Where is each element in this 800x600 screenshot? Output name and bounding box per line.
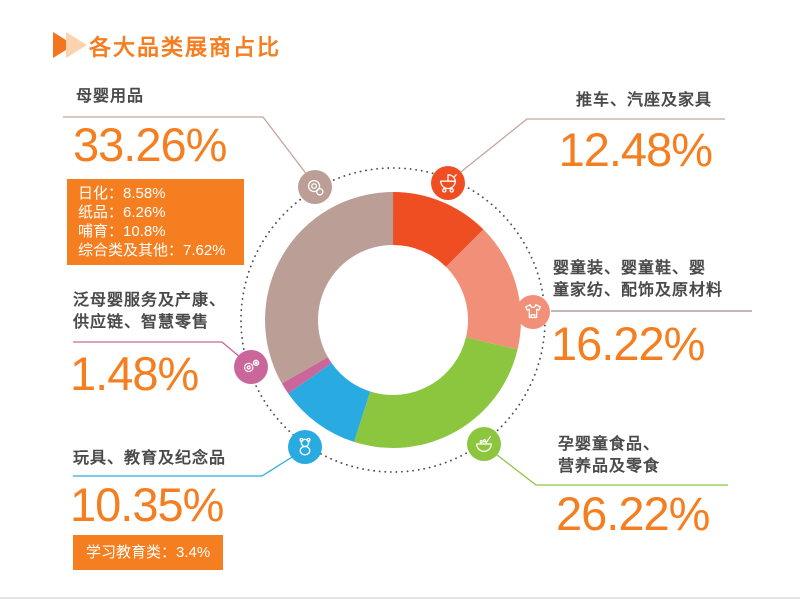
value-stroller-carseat-furniture: 12.48% (558, 123, 713, 176)
breakdown-line-daily-chemicals: 日化：8.58% (78, 185, 166, 202)
connector-food (487, 447, 728, 486)
value-food: 26.22% (556, 487, 710, 540)
connector-maternal-baby-products (63, 116, 312, 181)
breakdown-box-toys: 学习教育类：3.4% (73, 535, 224, 570)
donut-segment-food-nutrition-snacks (354, 337, 518, 448)
value-maternal-baby-products: 33.26% (73, 118, 227, 171)
pacifier-icon (298, 170, 332, 204)
breakdown-line-paper-products: 纸品：6.26% (78, 204, 166, 221)
breakdown-line-comprehensive-other: 综合类及其他：7.62% (78, 242, 226, 259)
label-apparel: 婴童装、婴童鞋、婴 童家纺、配饰及原材料 (553, 258, 723, 302)
label-apparel-line1: 婴童装、婴童鞋、婴 (553, 260, 707, 277)
donut-segment-stroller-carseat-furniture (393, 192, 484, 267)
donut-segment-maternal-baby-products (264, 192, 394, 384)
label-services-line1: 泛母婴服务及产康、 (73, 292, 227, 309)
page-header: 各大品类展商占比 (53, 30, 281, 62)
teddy-bear-icon (288, 430, 322, 464)
connector-toys (73, 451, 301, 477)
label-food-line1: 孕婴童食品、 (558, 436, 661, 453)
value-apparel: 16.22% (551, 317, 705, 370)
breakdown-box-maternal-baby-products: 日化：8.58% 纸品：6.26% 哺育：10.8% 综合类及其他：7.62% (67, 179, 244, 265)
label-food: 孕婴童食品、 营养品及零食 (558, 434, 660, 478)
stroller-icon (431, 166, 465, 200)
page-bottom-edge (0, 597, 800, 599)
label-services: 泛母婴服务及产康、 供应链、智慧零售 (73, 290, 226, 334)
label-stroller-carseat-furniture: 推车、汽座及家具 (575, 92, 712, 109)
label-food-line2: 营养品及零食 (558, 458, 661, 475)
baby-clothes-icon (516, 295, 550, 329)
label-maternal-baby-products: 母婴用品 (76, 88, 145, 105)
label-toys: 玩具、教育及纪念品 (73, 450, 227, 467)
page-title: 各大品类展商占比 (89, 35, 282, 60)
donut-segments (264, 192, 521, 448)
donut-segment-apparel-shoes-textiles-accessories (445, 229, 521, 350)
donut-segment-toys-education-souvenirs (288, 363, 371, 442)
food-bowl-icon (467, 427, 501, 461)
value-services: 1.48% (70, 347, 199, 400)
donut-segment-services-supplychain-smart-retail (281, 357, 332, 394)
breakdown-line-nursing: 哺育：10.8% (78, 223, 166, 240)
value-toys: 10.35% (70, 478, 224, 531)
gears-icon (234, 350, 268, 384)
label-services-line2: 供应链、智慧零售 (73, 314, 210, 331)
title-arrows-icon (53, 32, 87, 58)
label-apparel-line2: 童家纺、配饰及原材料 (553, 282, 724, 299)
connector-stroller-carseat-furniture (451, 118, 725, 180)
